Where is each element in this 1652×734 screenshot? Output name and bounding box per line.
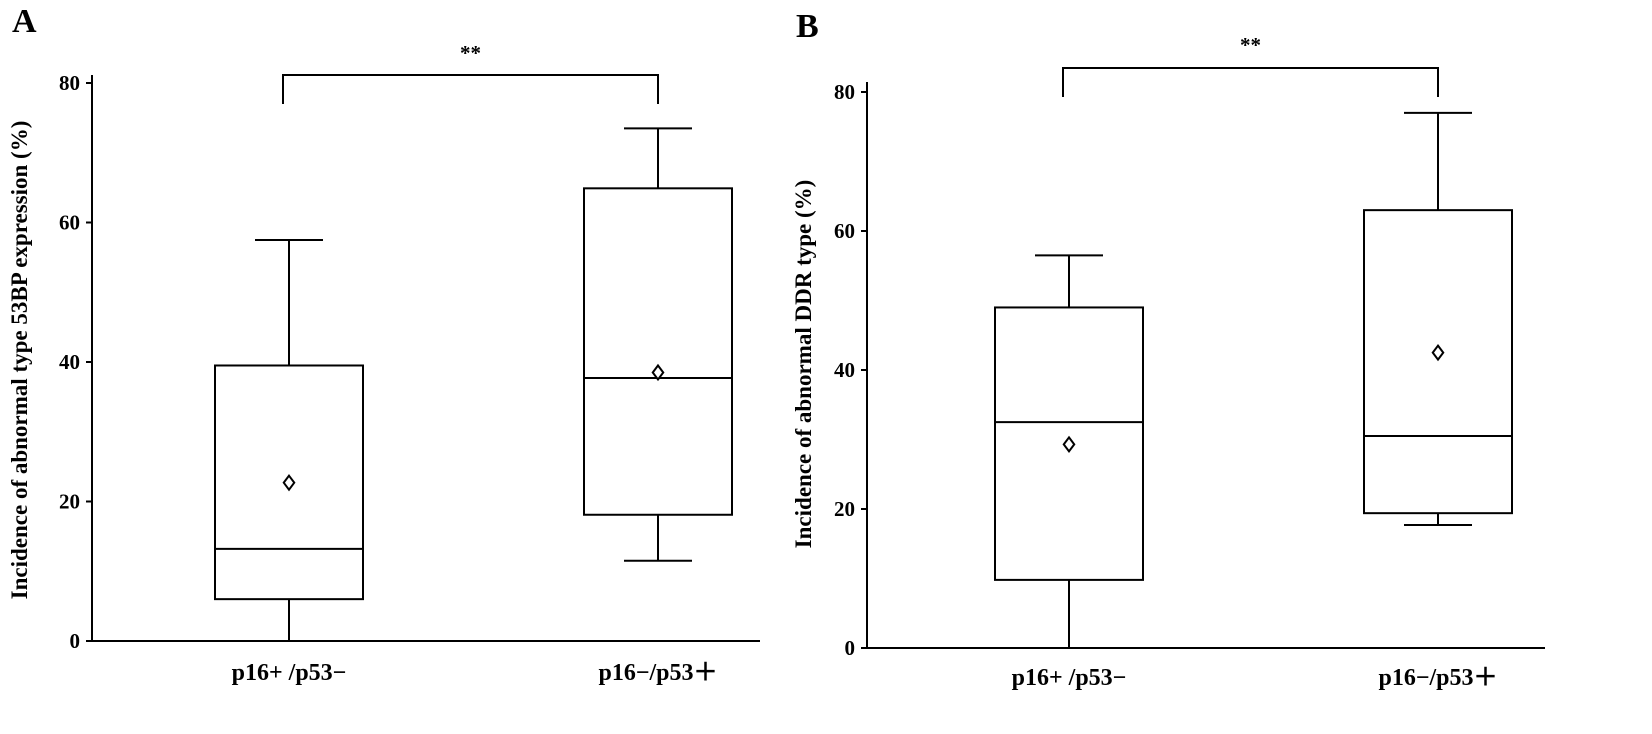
panel-label: B: [796, 8, 819, 45]
box-1: [214, 238, 364, 641]
significance-label: **: [460, 41, 481, 65]
iqr-box: [1363, 209, 1513, 515]
mean-marker: [651, 363, 665, 382]
box-2: [583, 127, 733, 562]
x-category-label: p16+ /p53−: [232, 660, 347, 686]
y-tick-label: 0: [70, 629, 81, 653]
significance-label: **: [1240, 33, 1261, 57]
y-tick-label: 80: [59, 71, 80, 95]
box-1: [994, 254, 1144, 648]
significance-bracket: [282, 74, 659, 104]
mean-marker: [1431, 343, 1445, 362]
y-tick-label: 80: [834, 80, 855, 104]
x-category-label: p16−/p53＋: [598, 660, 717, 686]
y-axis-title: Incidence of abnormal type 53BP expressi…: [7, 121, 32, 600]
panel-label: A: [12, 3, 37, 40]
x-category-label: p16−/p53＋: [1378, 665, 1497, 691]
significance-bracket: [1062, 67, 1439, 97]
y-tick-label: 40: [834, 358, 855, 382]
y-tick-label: 60: [834, 219, 855, 243]
y-tick-label: 20: [834, 497, 855, 521]
x-category-label: p16+ /p53−: [1012, 665, 1127, 691]
mean-marker: [282, 474, 296, 492]
box-2: [1363, 111, 1513, 526]
chart-panel-b: B 0 20 40 60 80 Incidence of abnormal DDR type…: [791, 8, 1545, 691]
y-tick-label: 0: [845, 636, 856, 660]
chart-panel-a: A 0 20 40 60 80 Incidence of abnormal type 53B…: [7, 3, 760, 686]
iqr-box: [214, 364, 364, 601]
iqr-box: [994, 306, 1144, 581]
y-tick-label: 40: [59, 350, 80, 374]
y-tick-label: 60: [59, 211, 80, 235]
mean-marker: [1062, 435, 1076, 454]
y-tick-label: 20: [59, 490, 80, 514]
iqr-box: [583, 187, 733, 516]
y-axis-title: Incidence of abnormal DDR type (%): [791, 180, 816, 549]
